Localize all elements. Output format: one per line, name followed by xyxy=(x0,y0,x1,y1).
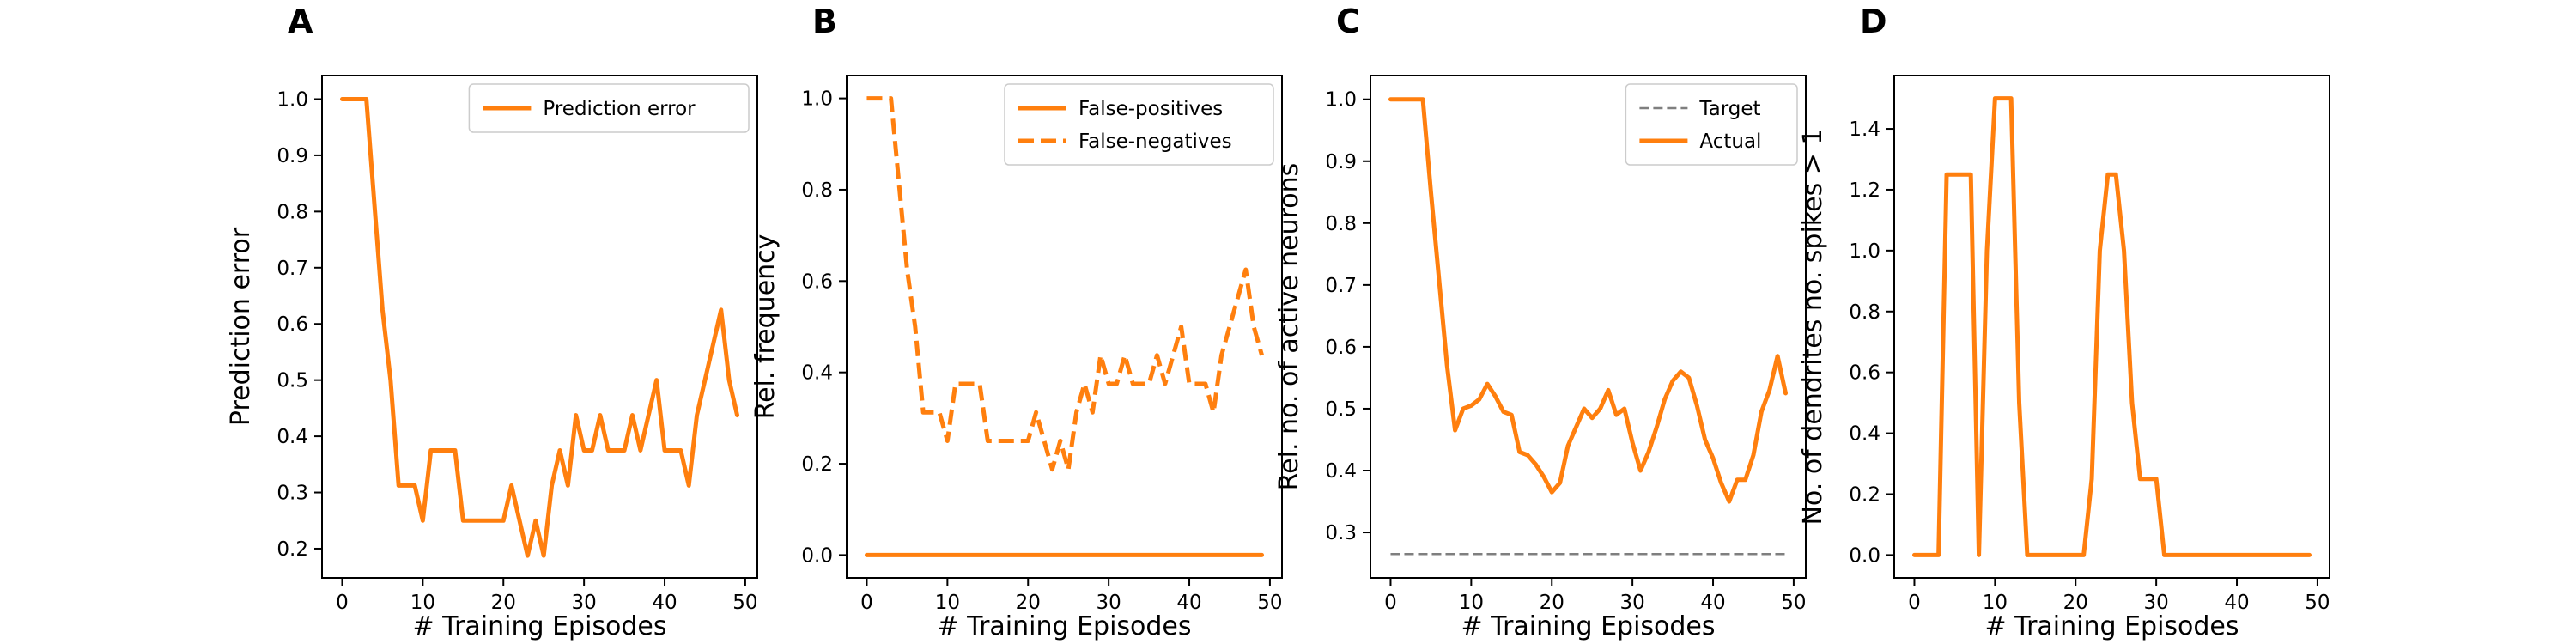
x-tick-label-a-2: 20 xyxy=(491,592,516,614)
y-tick-label-d-6: 1.2 xyxy=(1849,179,1880,202)
y-tick-label-c-4: 0.7 xyxy=(1325,275,1357,297)
x-tick-label-b-0: 0 xyxy=(860,592,873,614)
y-tick-label-b-1: 0.2 xyxy=(801,453,833,476)
series-line-a-0 xyxy=(339,96,740,558)
x-tick-label-b-5: 50 xyxy=(1257,592,1282,614)
panel-a: A 0 10 20 30 40 50 0.2 0.3 0.4 0.5 0.6 0.7 0.8 0.9 1.0 #… xyxy=(226,3,758,641)
legend-box-b xyxy=(1004,83,1274,166)
y-tick-label-d-5: 1.0 xyxy=(1849,240,1880,263)
y-axis-label-d: No. of dendrites no. spikes > 1 xyxy=(1798,128,1828,525)
y-tick-label-b-2: 0.4 xyxy=(801,362,833,385)
x-tick-label-d-0: 0 xyxy=(1908,592,1921,614)
series-line-c-1 xyxy=(1388,97,1789,504)
y-tick-label-d-2: 0.4 xyxy=(1849,423,1880,446)
x-axis-label-c: # Training Episodes xyxy=(1461,611,1715,641)
x-tick-label-a-3: 30 xyxy=(571,592,596,614)
y-tick-label-c-3: 0.6 xyxy=(1325,337,1357,359)
x-tick-label-c-0: 0 xyxy=(1384,592,1397,614)
y-tick-label-d-0: 0.0 xyxy=(1849,544,1880,567)
x-axis-label-a: # Training Episodes xyxy=(412,611,666,641)
legend-label-b-1: False-negatives xyxy=(1078,131,1232,153)
y-tick-label-a-5: 0.7 xyxy=(276,258,308,280)
y-tick-label-c-7: 1.0 xyxy=(1325,89,1357,112)
x-tick-label-c-4: 40 xyxy=(1700,592,1725,614)
y-tick-label-c-5: 0.8 xyxy=(1325,213,1357,235)
y-tick-label-a-0: 0.2 xyxy=(276,538,308,561)
legend-label-a-0: Prediction error xyxy=(543,98,696,120)
y-tick-label-c-1: 0.4 xyxy=(1325,460,1357,483)
panel-c: C 0 10 20 30 40 50 0.3 0.4 0.5 0.6 0.7 0.8 0.9 1.0 # Tr… xyxy=(1274,3,1807,641)
panel-letter-d: D xyxy=(1860,3,1887,40)
panel-d: D 0 10 20 30 40 50 0.0 0.2 0.4 0.6 0.8 1.0 1.2 1.4 # Tr… xyxy=(1798,3,2330,641)
x-tick-label-d-1: 10 xyxy=(1983,592,2008,614)
y-tick-label-a-6: 0.8 xyxy=(276,201,308,223)
y-tick-label-a-8: 1.0 xyxy=(276,88,308,111)
y-tick-label-a-2: 0.4 xyxy=(276,426,308,448)
x-tick-label-d-4: 40 xyxy=(2224,592,2249,614)
y-axis-label-b: Rel. frequency xyxy=(750,234,781,420)
y-tick-label-c-0: 0.3 xyxy=(1325,522,1357,544)
x-tick-label-a-5: 50 xyxy=(732,592,757,614)
y-tick-label-b-5: 1.0 xyxy=(801,88,833,111)
y-axis-label-a: Prediction error xyxy=(226,227,256,426)
legend-label-c-1: Actual xyxy=(1699,131,1761,153)
axes-frame-b xyxy=(846,75,1283,579)
legend-box-a xyxy=(468,83,750,133)
x-tick-label-d-3: 30 xyxy=(2143,592,2168,614)
y-tick-label-a-4: 0.6 xyxy=(276,313,308,336)
y-tick-label-b-0: 0.0 xyxy=(801,544,833,567)
x-tick-label-c-2: 20 xyxy=(1540,592,1564,614)
x-tick-label-b-1: 10 xyxy=(935,592,960,614)
x-tick-label-c-5: 50 xyxy=(1781,592,1806,614)
legend-b: False-positives False-negatives xyxy=(1004,83,1274,166)
legend-label-b-0: False-positives xyxy=(1078,98,1223,120)
axes-frame-a xyxy=(321,75,758,579)
panel-letter-b: B xyxy=(812,3,837,40)
y-tick-label-a-7: 0.9 xyxy=(276,145,308,167)
y-tick-label-d-1: 0.2 xyxy=(1849,484,1880,507)
y-axis-label-c: Rel. no. of active neurons xyxy=(1274,163,1304,491)
y-tick-label-a-3: 0.5 xyxy=(276,370,308,392)
x-axis-label-b: # Training Episodes xyxy=(937,611,1191,641)
y-tick-label-b-3: 0.6 xyxy=(801,270,833,293)
y-tick-label-d-4: 0.8 xyxy=(1849,301,1880,324)
legend-a: Prediction error xyxy=(468,83,750,133)
axes-frame-d xyxy=(1893,75,2330,579)
y-tick-label-a-1: 0.3 xyxy=(276,483,308,505)
x-tick-label-d-2: 20 xyxy=(2063,592,2088,614)
y-tick-label-c-2: 0.5 xyxy=(1325,398,1357,421)
legend-label-c-0: Target xyxy=(1698,98,1760,120)
x-tick-label-b-4: 40 xyxy=(1176,592,1201,614)
series-line-b-1 xyxy=(866,96,1264,472)
x-axis-label-d: # Training Episodes xyxy=(1984,611,2239,641)
legend-box-c xyxy=(1625,83,1798,166)
y-tick-label-b-4: 0.8 xyxy=(801,179,833,202)
y-tick-label-d-7: 1.4 xyxy=(1849,118,1880,141)
x-tick-label-b-3: 30 xyxy=(1096,592,1121,614)
series-line-d-0 xyxy=(1911,96,2312,557)
x-tick-label-b-2: 20 xyxy=(1016,592,1041,614)
x-tick-label-c-3: 30 xyxy=(1619,592,1644,614)
x-tick-label-a-1: 10 xyxy=(410,592,435,614)
panel-letter-c: C xyxy=(1336,3,1360,40)
x-tick-label-c-1: 10 xyxy=(1459,592,1484,614)
x-tick-label-a-0: 0 xyxy=(336,592,349,614)
panel-letter-a: A xyxy=(288,3,313,40)
axes-frame-c xyxy=(1370,75,1807,579)
y-tick-label-d-3: 0.6 xyxy=(1849,362,1880,385)
y-tick-label-c-6: 0.9 xyxy=(1325,151,1357,173)
x-tick-label-d-5: 50 xyxy=(2305,592,2330,614)
x-tick-label-a-4: 40 xyxy=(652,592,677,614)
legend-c: Target Actual xyxy=(1625,83,1798,166)
panel-b: B 0 10 20 30 40 50 0.0 0.2 0.4 0.6 0.8 1.0 # Training… xyxy=(750,3,1283,641)
